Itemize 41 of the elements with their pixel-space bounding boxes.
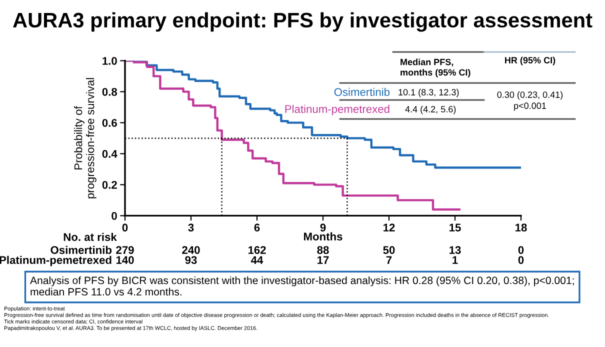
annotation: 0.30 (0.23, 0.41) p<0.001: [497, 91, 563, 111]
text: 88: [317, 246, 329, 254]
y-tick-label: 0.2: [102, 180, 117, 189]
x-tick-label: 15: [450, 224, 461, 232]
x-tick-label: 3: [188, 224, 194, 232]
text: No. at risk: [64, 232, 117, 241]
y-tick-label: 0.6: [102, 118, 117, 127]
x-tick-label: 18: [516, 224, 527, 232]
x-axis-title: Months: [304, 232, 342, 240]
y-tick-label: 0: [112, 212, 117, 220]
text: 17: [318, 256, 329, 264]
text: 162: [248, 246, 266, 254]
text: 50: [383, 246, 395, 254]
text: 0: [518, 256, 524, 264]
x-tick-label: 0: [122, 224, 128, 232]
text: Platinum-pemetrexed: [285, 104, 390, 116]
text: 1: [452, 256, 458, 264]
y-tick-label: 0.8: [102, 88, 118, 96]
text: Platinum-pemetrexed: [0, 256, 112, 266]
y-tick-label: 0.4: [102, 150, 118, 158]
x-tick-label: 9: [320, 224, 326, 232]
annotation: Median PFS, months (95% CI): [400, 58, 470, 78]
y-axis-title: Probability of progression-free survival: [74, 78, 96, 198]
text: 0: [518, 246, 524, 254]
chart-title: AURA3 primary endpoint: PFS by investigator assessment: [13, 12, 592, 32]
text: 7: [386, 256, 392, 264]
y-tick-label: 1.0: [102, 56, 117, 65]
text: 279: [116, 246, 134, 254]
text: 93: [185, 256, 197, 264]
text: 13: [450, 246, 461, 254]
x-tick-label: 6: [254, 224, 260, 232]
text: 44: [250, 256, 264, 264]
annotation: HR (95% CI): [505, 56, 556, 66]
x-tick-label: 12: [384, 224, 395, 232]
annotation: 10.1 (8.3, 12.3): [398, 88, 459, 98]
text: Osimertinib: [334, 88, 390, 96]
text: 140: [116, 256, 134, 264]
annotation: 4.4 (4.2, 5.6): [405, 106, 456, 114]
text: Analysis of PFS by BICR was consistent with the investigator-based analysis: HR 0.28 (95% CI 0.20, 0.38), p<0.001; median PFS 11.0 vs 4.2 months.: [30, 276, 574, 296]
text: 240: [182, 246, 200, 254]
text: Osimertinib: [50, 246, 112, 254]
